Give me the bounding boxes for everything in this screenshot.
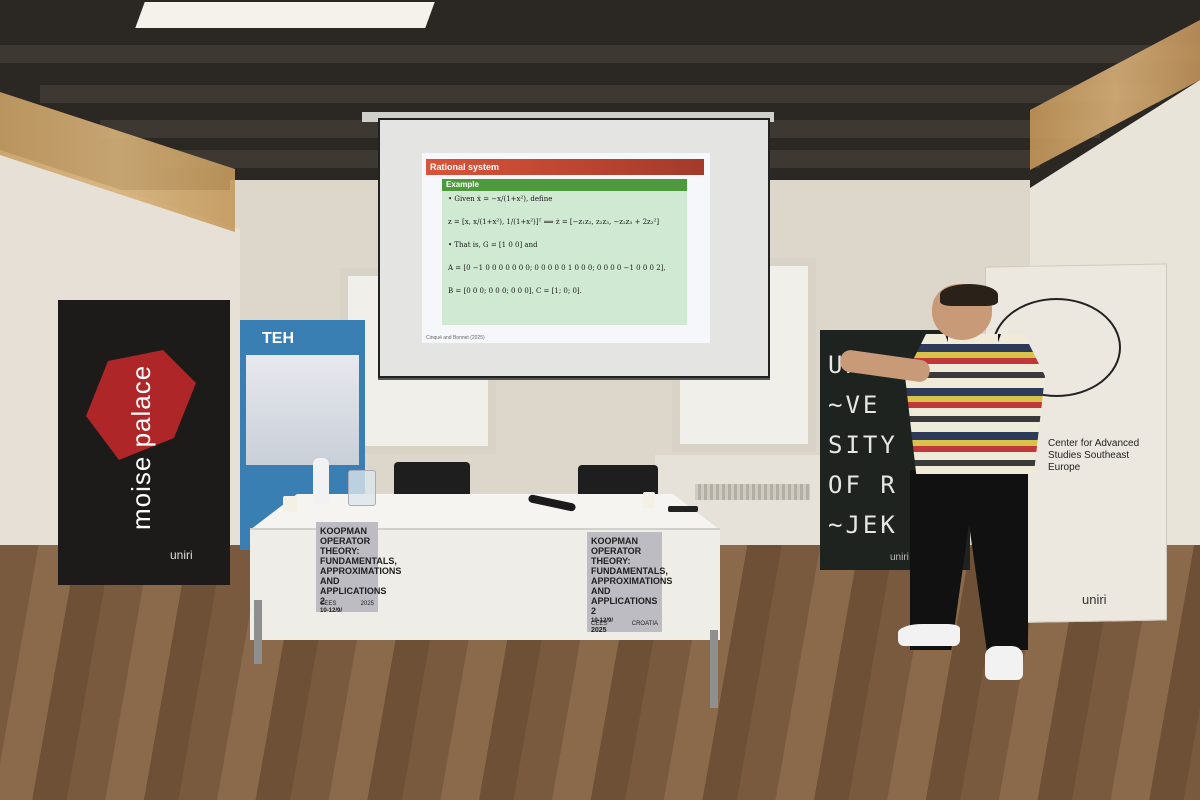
speaker-shoe xyxy=(898,624,960,646)
speaker-shoe xyxy=(985,646,1023,680)
slide-line: • Given ẋ = −x/(1+x²), define xyxy=(448,195,553,203)
slide-footer: Cinqué and Bonnet (2025) xyxy=(426,335,485,341)
uniri-banner-logo: uniri xyxy=(890,552,909,563)
water-bottle xyxy=(313,458,329,504)
poster-footer-right: CROATIA xyxy=(631,621,658,627)
poster-title: KOOPMAN OPERATOR THEORY: FUNDAMENTALS, A… xyxy=(320,526,402,606)
ceiling-light xyxy=(135,2,435,28)
poster-year: 2025 xyxy=(360,601,374,607)
center-banner-text: Center for Advanced Studies Southeast Eu… xyxy=(1048,438,1140,473)
poster-footer-left: CEES xyxy=(591,621,608,627)
slide-line: z = [x, x/(1+x²), 1/(1+x²)]ᵀ ⟹ ż = [−z₁z… xyxy=(448,218,660,226)
poster-title: KOOPMAN OPERATOR THEORY: FUNDAMENTALS, A… xyxy=(591,536,673,616)
slide-line: B = [0 0 0; 0 0 0; 0 0 0], C = [1; 0; 0]… xyxy=(448,287,582,295)
slide-block-heading: Example xyxy=(442,179,687,191)
ceiling-beam xyxy=(40,85,1160,103)
poster-footer-left: CEES xyxy=(320,601,337,607)
poster-dates: 10-12/9/ xyxy=(320,608,343,614)
presentation-slide: Rational system Example • Given ẋ = −x/(… xyxy=(422,153,710,343)
slide-example-block: • Given ẋ = −x/(1+x²), define z = [x, x/… xyxy=(442,191,687,325)
speaker-hair xyxy=(940,284,998,306)
water-jug xyxy=(348,470,376,506)
table-leg xyxy=(710,630,718,708)
poster-dates: 10-12/9/ xyxy=(591,618,614,624)
slide-line: • That is, G = [1 0 0] and xyxy=(448,241,538,249)
center-banner-logo: uniri xyxy=(1082,592,1107,607)
paper-cup xyxy=(283,496,297,512)
chair-left xyxy=(394,462,470,498)
event-poster-left: KOOPMAN OPERATOR THEORY: FUNDAMENTALS, A… xyxy=(316,522,402,614)
event-poster-right: KOOPMAN OPERATOR THEORY: FUNDAMENTALS, A… xyxy=(587,532,673,634)
moise-palace-text: moise palace xyxy=(126,364,156,530)
paper-cup xyxy=(643,492,655,508)
teh-banner-title: TEH xyxy=(262,330,294,347)
slide-body: • Given ẋ = −x/(1+x²), define z = [x, x/… xyxy=(448,195,681,296)
poster-year: 2025 xyxy=(591,627,607,634)
teh-banner-photo xyxy=(246,355,359,465)
air-vent xyxy=(695,484,810,500)
university-rijeka-text: UNI ~VE SITY OF R ~JEK xyxy=(828,351,898,539)
slide-title: Rational system xyxy=(426,159,704,175)
speaker-striped-shirt xyxy=(905,334,1045,474)
slide-line: A = [0 −1 0 0 0 0 0 0 0; 0 0 0 0 0 1 0 0… xyxy=(448,264,666,272)
table-leg xyxy=(254,600,262,664)
screen-housing xyxy=(362,112,774,122)
moise-uniri-logo: uniri xyxy=(170,548,193,562)
phone xyxy=(668,506,698,512)
ceiling-beam xyxy=(0,45,1200,63)
